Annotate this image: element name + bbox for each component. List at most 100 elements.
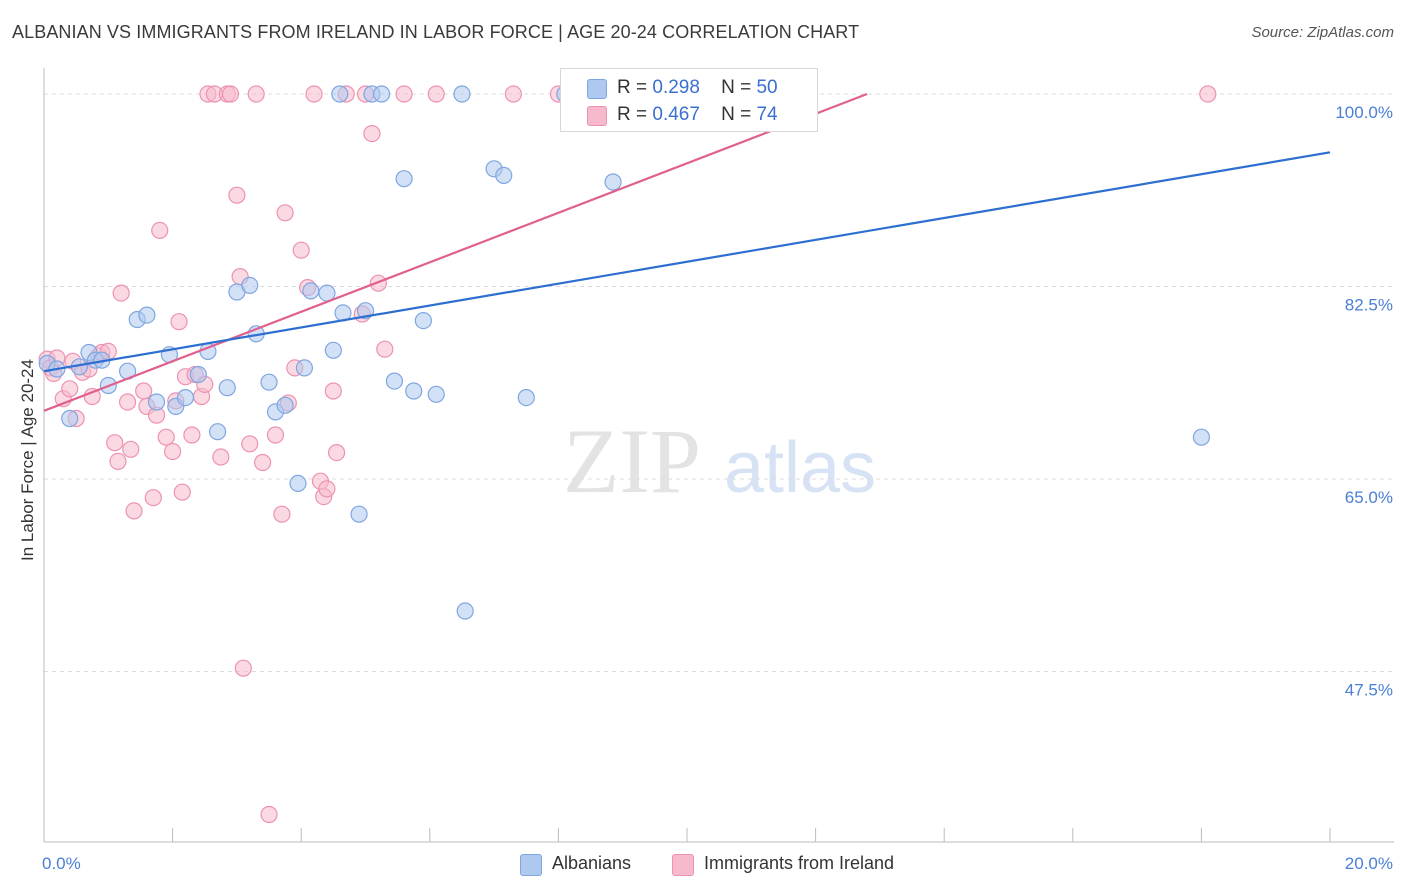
data-point: [456, 602, 474, 620]
data-point: [241, 276, 259, 294]
data-point: [504, 85, 522, 103]
data-point: [138, 306, 156, 324]
source-label: Source: ZipAtlas.com: [1251, 24, 1394, 41]
data-point: [292, 241, 310, 259]
data-point: [276, 204, 294, 222]
data-point: [305, 85, 323, 103]
x-tick-label: 20.0%: [1345, 854, 1393, 873]
data-point: [260, 373, 278, 391]
data-point: [234, 659, 252, 677]
data-point: [1199, 85, 1217, 103]
watermark: ZIP atlas: [563, 410, 876, 512]
y-tick-label: 82.5%: [1345, 296, 1393, 315]
y-tick-label: 47.5%: [1345, 681, 1393, 700]
data-point: [350, 505, 368, 523]
data-point: [260, 805, 278, 824]
data-point: [266, 426, 285, 444]
data-point: [395, 85, 413, 103]
data-point: [405, 382, 423, 400]
data-point: [376, 340, 394, 358]
data-point: [122, 440, 140, 458]
data-point: [218, 379, 236, 397]
data-point: [164, 442, 182, 461]
data-point: [241, 435, 259, 453]
n-value: 50: [756, 77, 778, 98]
n-label: N =: [721, 77, 752, 98]
trend-line: [43, 92, 868, 412]
data-point: [427, 85, 445, 103]
data-point: [395, 170, 413, 188]
gridlines: [44, 93, 1394, 672]
data-point: [414, 312, 432, 330]
data-point: [327, 444, 346, 462]
y-tick-label: 65.0%: [1345, 488, 1393, 507]
albanians-swatch: [587, 79, 607, 99]
axes: [43, 68, 1394, 843]
data-point: [83, 387, 101, 406]
legend-label: Albanians: [552, 853, 632, 873]
r-label: R =: [617, 77, 648, 98]
data-point: [147, 393, 166, 411]
data-point: [144, 489, 162, 507]
data-point: [212, 448, 230, 466]
albanian-points: [38, 85, 1211, 620]
data-point: [173, 483, 191, 501]
data-point: [1192, 428, 1211, 446]
data-point: [221, 85, 240, 103]
data-point: [209, 423, 227, 441]
data-point: [324, 382, 342, 400]
r-value: 0.467: [652, 104, 700, 125]
data-point: [61, 380, 79, 398]
ireland-legend-swatch: [672, 854, 694, 876]
data-point: [61, 409, 79, 428]
data-point: [176, 389, 195, 407]
data-point: [302, 282, 320, 300]
data-point: [318, 480, 336, 498]
data-point: [157, 428, 175, 446]
data-point: [170, 313, 188, 331]
data-point: [276, 396, 294, 414]
stats-text: R = 0.298 N = 50: [617, 77, 778, 99]
n-value: 74: [756, 104, 778, 125]
data-point: [427, 385, 445, 403]
data-point: [125, 502, 143, 520]
data-point: [228, 186, 246, 204]
r-value: 0.298: [652, 77, 700, 98]
tick-labels: 47.5% 65.0% 82.5% 100.0% 0.0% 20.0%: [42, 103, 1393, 873]
data-point: [453, 85, 471, 103]
data-point: [183, 426, 201, 444]
data-point: [135, 382, 153, 400]
n-label: N =: [721, 104, 752, 125]
data-point: [112, 284, 130, 302]
r-label: R =: [617, 104, 648, 125]
data-point: [247, 85, 265, 103]
stats-legend: R = 0.298 N = 50 R = 0.467 N = 74: [560, 68, 818, 132]
data-point: [189, 365, 207, 384]
data-point: [273, 505, 291, 523]
data-point: [109, 452, 127, 470]
trend-lines: [43, 92, 1331, 412]
legend-label: Immigrants from Ireland: [704, 853, 895, 873]
albanians-legend-swatch: [520, 854, 542, 876]
data-point: [385, 372, 404, 390]
data-point: [106, 434, 124, 452]
trend-line: [43, 151, 1331, 373]
data-point: [331, 85, 349, 103]
data-point: [289, 474, 307, 492]
chart-title: ALBANIAN VS IMMIGRANTS FROM IRELAND IN L…: [12, 22, 860, 42]
stats-text: R = 0.467 N = 74: [617, 104, 778, 126]
data-point: [604, 173, 622, 191]
ireland-swatch: [587, 106, 607, 126]
watermark-zip: ZIP: [563, 410, 701, 512]
y-tick-label: 100.0%: [1335, 103, 1393, 122]
data-point: [372, 85, 391, 103]
data-point: [517, 389, 535, 407]
watermark-atlas: atlas: [724, 428, 876, 508]
data-point: [495, 166, 513, 184]
data-point: [118, 393, 137, 411]
data-point: [324, 341, 342, 359]
data-point: [151, 221, 169, 239]
data-point: [295, 359, 314, 377]
x-tick-label: 0.0%: [42, 854, 81, 873]
